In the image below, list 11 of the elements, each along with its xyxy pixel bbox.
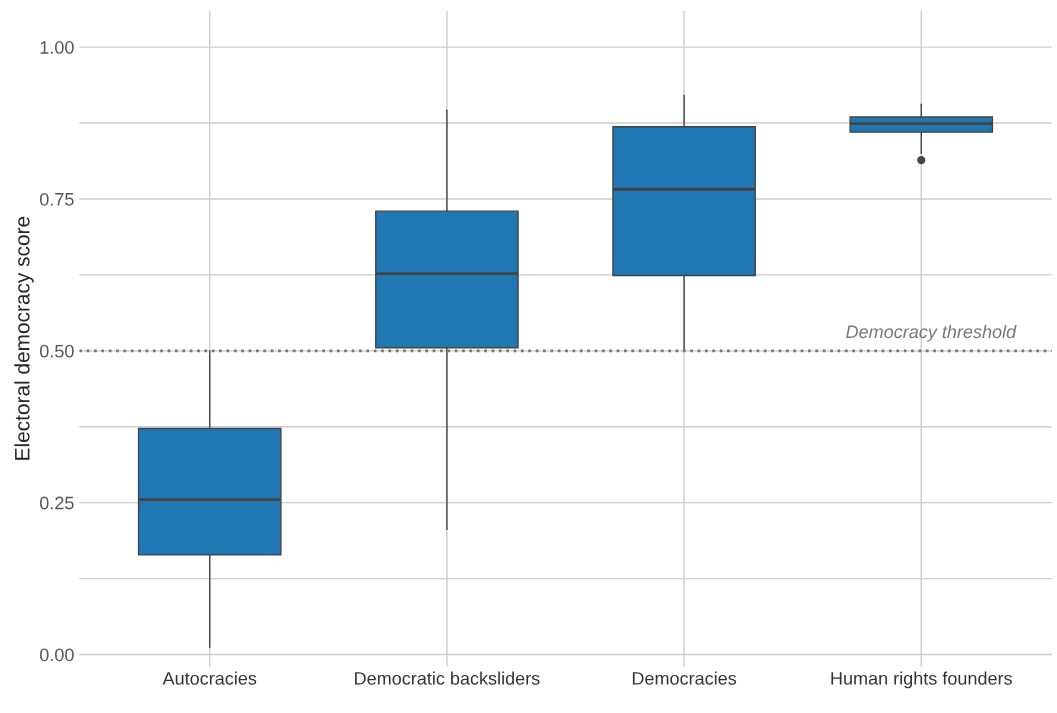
y-axis-title: Electoral democracy score xyxy=(14,216,34,460)
y-tick-label: 0.50 xyxy=(39,344,74,358)
x-tick-label: Human rights founders xyxy=(831,671,1012,689)
ref-line-label: Democracy threshold xyxy=(846,324,1017,342)
x-tick-label: Democratic backsliders xyxy=(355,671,540,685)
y-tick-label: 1.00 xyxy=(40,41,74,54)
y-tick-label: 0.25 xyxy=(39,496,74,510)
x-tick-label: Democracies xyxy=(632,671,737,685)
y-tick-label: 0.75 xyxy=(39,192,74,206)
x-tick-label: Autocracies xyxy=(162,671,257,685)
y-tick-label: 0.00 xyxy=(39,648,74,662)
